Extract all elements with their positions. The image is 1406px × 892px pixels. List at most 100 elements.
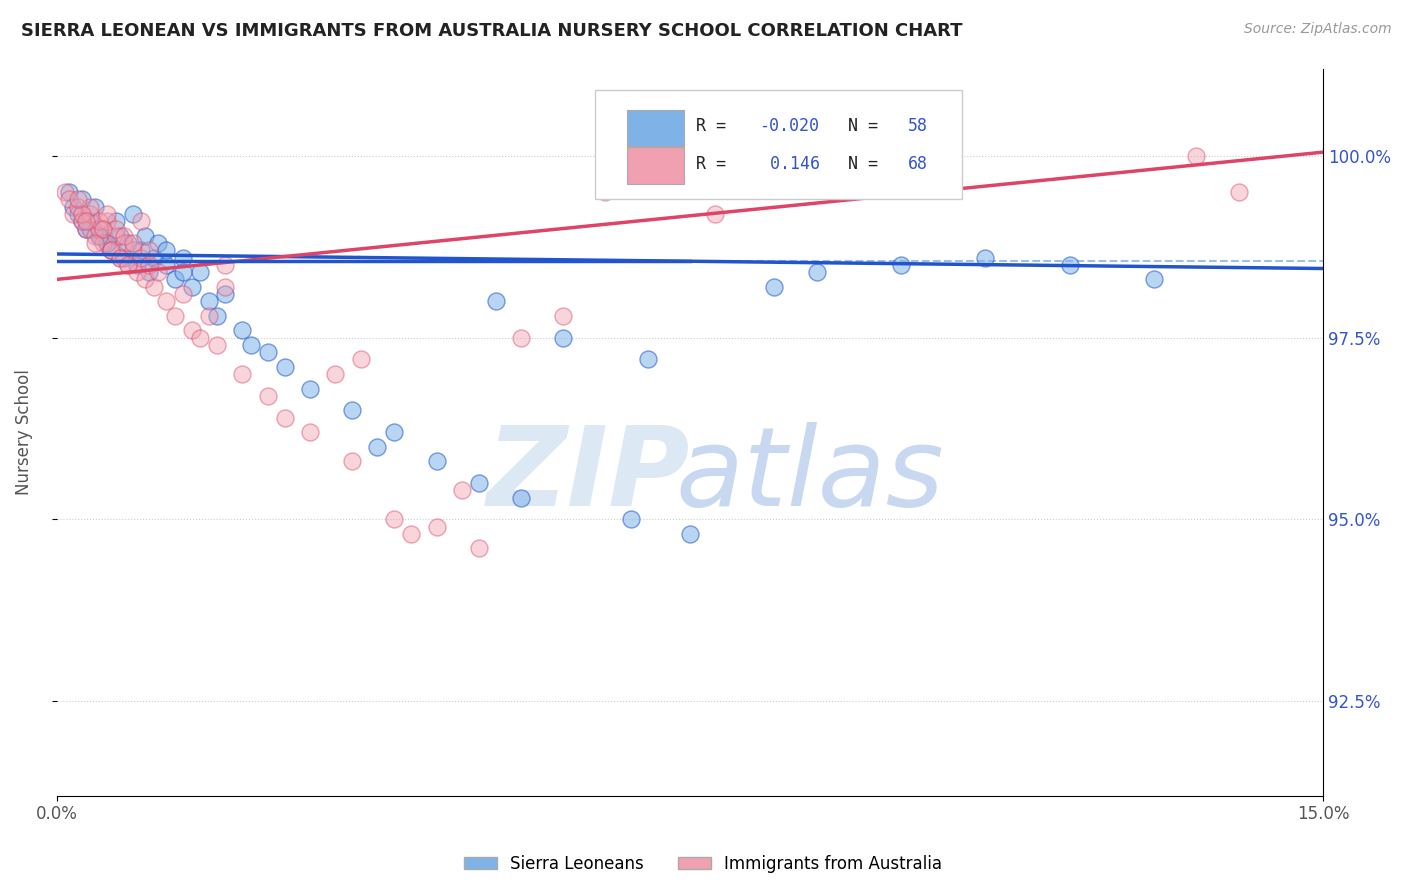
Point xyxy=(595,185,617,199)
Point xyxy=(298,425,321,439)
Point xyxy=(70,193,93,207)
Point xyxy=(172,287,194,301)
Point xyxy=(87,228,110,243)
Point xyxy=(468,476,491,491)
Point xyxy=(239,338,262,352)
Point xyxy=(340,403,363,417)
Point xyxy=(75,214,97,228)
Point xyxy=(163,272,186,286)
Point xyxy=(62,200,84,214)
Legend: Sierra Leoneans, Immigrants from Australia: Sierra Leoneans, Immigrants from Austral… xyxy=(457,848,949,880)
Point xyxy=(70,207,93,221)
Point xyxy=(468,541,491,556)
Point xyxy=(197,309,219,323)
Point xyxy=(273,359,295,374)
Point xyxy=(53,185,76,199)
Point xyxy=(117,258,139,272)
Point xyxy=(96,235,118,250)
Point xyxy=(763,149,786,163)
Text: R =: R = xyxy=(696,155,737,173)
Point xyxy=(382,425,405,439)
Point xyxy=(155,244,177,258)
Point xyxy=(256,345,278,359)
Point xyxy=(87,228,110,243)
Point xyxy=(426,519,449,533)
Point xyxy=(79,214,101,228)
Point xyxy=(256,389,278,403)
Point xyxy=(806,265,828,279)
Point xyxy=(214,279,236,293)
Point xyxy=(129,244,152,258)
Point xyxy=(121,235,143,250)
Text: atlas: atlas xyxy=(676,422,945,529)
Point xyxy=(426,454,449,468)
Point xyxy=(117,258,139,272)
Point xyxy=(66,193,89,207)
Point xyxy=(163,309,186,323)
Point xyxy=(96,235,118,250)
Text: 0.146: 0.146 xyxy=(759,155,820,173)
Point xyxy=(974,251,997,265)
Point xyxy=(70,214,93,228)
Point xyxy=(205,338,228,352)
Point xyxy=(125,265,148,279)
Point xyxy=(890,258,912,272)
Point xyxy=(231,323,253,337)
Point xyxy=(104,214,127,228)
Point xyxy=(79,221,101,235)
Point xyxy=(155,258,177,272)
Point xyxy=(138,265,160,279)
Point xyxy=(134,272,156,286)
Point xyxy=(79,200,101,214)
Point xyxy=(79,207,101,221)
Point xyxy=(763,279,786,293)
Y-axis label: Nursery School: Nursery School xyxy=(15,369,32,495)
Point xyxy=(117,235,139,250)
Point xyxy=(155,294,177,309)
Point xyxy=(83,228,105,243)
Point xyxy=(66,207,89,221)
Bar xyxy=(627,110,683,146)
Point xyxy=(75,221,97,235)
Text: 68: 68 xyxy=(908,155,928,173)
Point xyxy=(91,235,114,250)
FancyBboxPatch shape xyxy=(595,90,962,200)
Point xyxy=(188,330,211,344)
Point xyxy=(510,491,533,505)
Text: -0.020: -0.020 xyxy=(759,118,820,136)
Point xyxy=(91,221,114,235)
Point xyxy=(366,440,388,454)
Point xyxy=(58,193,80,207)
Point xyxy=(83,200,105,214)
Point xyxy=(298,382,321,396)
Point xyxy=(121,244,143,258)
Point xyxy=(112,251,135,265)
Point xyxy=(108,228,131,243)
Point xyxy=(637,163,659,178)
Point xyxy=(485,294,508,309)
Point xyxy=(553,309,575,323)
Point xyxy=(214,287,236,301)
Text: R =: R = xyxy=(696,118,737,136)
Point xyxy=(637,352,659,367)
Text: N =: N = xyxy=(848,118,889,136)
Point xyxy=(62,207,84,221)
Point xyxy=(83,235,105,250)
Point xyxy=(129,214,152,228)
Point xyxy=(87,221,110,235)
Point xyxy=(142,279,165,293)
Text: Source: ZipAtlas.com: Source: ZipAtlas.com xyxy=(1244,22,1392,37)
Text: 58: 58 xyxy=(908,118,928,136)
Point xyxy=(1185,149,1208,163)
Point xyxy=(96,207,118,221)
Point xyxy=(704,207,727,221)
Point xyxy=(323,367,346,381)
Point xyxy=(146,235,169,250)
Point xyxy=(510,330,533,344)
Point xyxy=(70,214,93,228)
Point xyxy=(273,410,295,425)
Point xyxy=(451,483,474,498)
Point xyxy=(58,185,80,199)
Point xyxy=(112,235,135,250)
Point xyxy=(382,512,405,526)
